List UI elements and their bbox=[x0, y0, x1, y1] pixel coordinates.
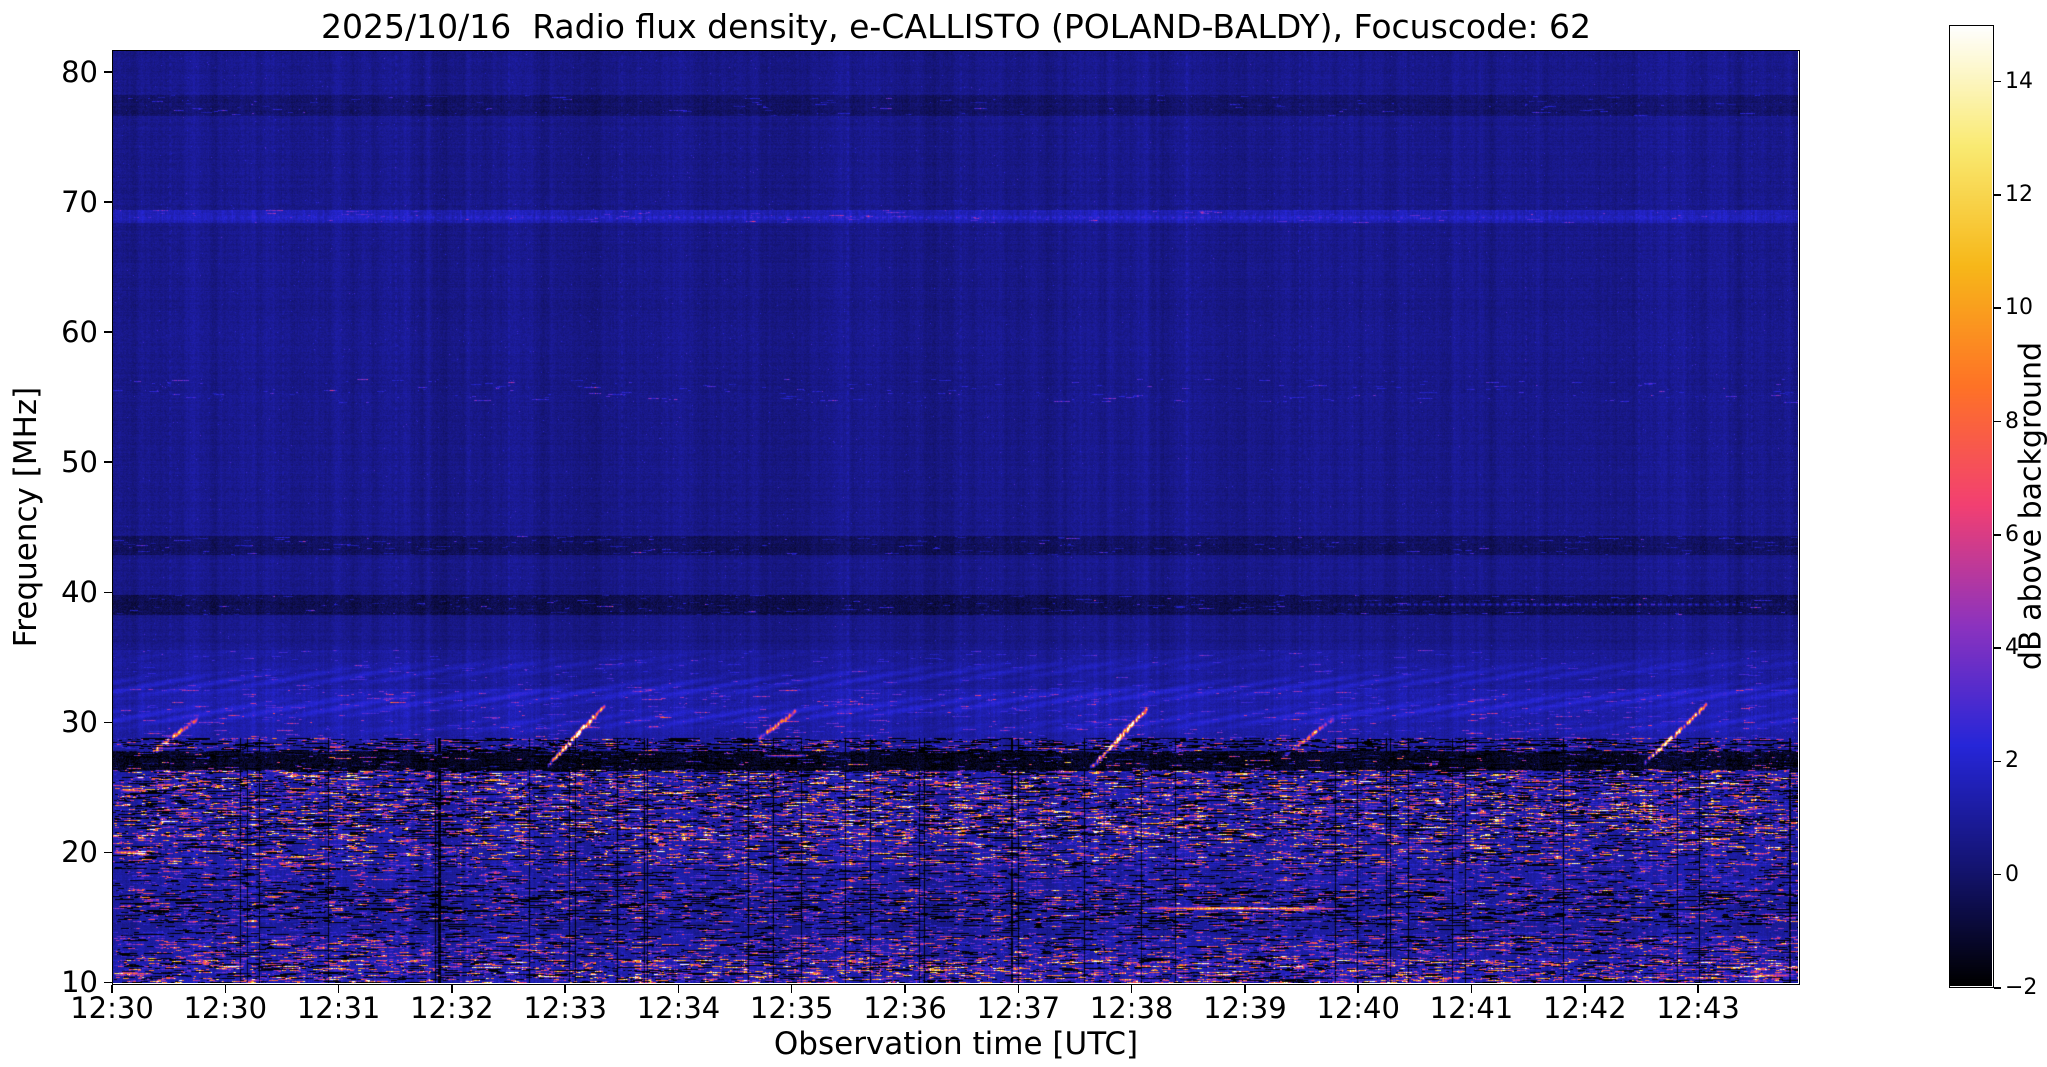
colorbar-tick-mark bbox=[1994, 760, 2001, 763]
x-tick-label: 12:36 bbox=[863, 991, 947, 1025]
colorbar-tick-label: 8 bbox=[2005, 408, 2019, 434]
x-tick-label: 12:37 bbox=[976, 991, 1061, 1025]
colorbar-tick-label: 2 bbox=[2005, 748, 2019, 774]
x-tick-mark bbox=[451, 985, 453, 993]
x-tick-label: 12:33 bbox=[523, 991, 607, 1025]
y-tick-label: 30 bbox=[61, 705, 98, 740]
x-tick-label: 12:30 bbox=[183, 991, 268, 1025]
y-tick-mark bbox=[104, 201, 112, 203]
y-tick-label: 40 bbox=[61, 575, 98, 610]
chart-title: 2025/10/16 Radio flux density, e-CALLIST… bbox=[321, 7, 1591, 46]
y-tick-mark bbox=[104, 461, 112, 463]
spectrogram-plot bbox=[112, 50, 1800, 985]
y-tick-label: 70 bbox=[61, 185, 98, 220]
x-tick-label: 12:35 bbox=[749, 991, 834, 1025]
y-tick-mark bbox=[104, 71, 112, 73]
colorbar bbox=[1949, 25, 1994, 988]
x-tick-label: 12:39 bbox=[1203, 991, 1287, 1025]
y-tick-label: 20 bbox=[61, 835, 98, 870]
colorbar-tick-mark bbox=[1994, 307, 2001, 309]
x-tick-mark bbox=[1357, 985, 1359, 993]
x-axis-label: Observation time [UTC] bbox=[773, 1026, 1139, 1062]
x-tick-mark bbox=[1584, 985, 1586, 993]
x-tick-label: 12:32 bbox=[410, 991, 494, 1025]
colorbar-tick-mark bbox=[1994, 80, 2001, 83]
colorbar-tick-mark bbox=[1994, 534, 2001, 536]
x-tick-label: 12:42 bbox=[1542, 991, 1627, 1025]
y-tick-mark bbox=[104, 331, 112, 333]
colorbar-tick-mark bbox=[1994, 987, 2001, 989]
y-tick-mark bbox=[104, 981, 112, 984]
x-tick-label: 12:43 bbox=[1656, 991, 1740, 1025]
x-tick-mark bbox=[111, 985, 113, 993]
colorbar-label: dB above background bbox=[2013, 341, 2047, 671]
y-tick-label: 10 bbox=[61, 965, 98, 1000]
x-tick-mark bbox=[1244, 985, 1246, 993]
x-tick-label: 12:40 bbox=[1316, 991, 1400, 1025]
y-tick-mark bbox=[104, 591, 112, 594]
y-tick-label: 50 bbox=[61, 445, 98, 480]
y-tick-mark bbox=[104, 851, 112, 854]
x-tick-mark bbox=[790, 985, 793, 993]
x-tick-label: 12:30 bbox=[70, 991, 154, 1025]
x-tick-label: 12:38 bbox=[1089, 991, 1174, 1025]
colorbar-tick-label: 12 bbox=[2005, 181, 2033, 207]
x-tick-mark bbox=[1017, 985, 1020, 993]
colorbar-tick-label: 0 bbox=[2005, 861, 2019, 887]
spectrogram-canvas bbox=[113, 51, 1798, 983]
x-tick-mark bbox=[904, 985, 906, 993]
x-tick-mark bbox=[677, 985, 680, 993]
colorbar-tick-label: 14 bbox=[2005, 68, 2033, 94]
colorbar-canvas bbox=[1950, 26, 1992, 986]
x-tick-mark bbox=[1130, 985, 1133, 993]
x-tick-mark bbox=[224, 985, 227, 993]
colorbar-tick-label: 6 bbox=[2005, 521, 2019, 547]
x-tick-mark bbox=[337, 985, 340, 993]
colorbar-tick-mark bbox=[1994, 647, 2001, 649]
colorbar-tick-label: 10 bbox=[2005, 295, 2033, 321]
y-tick-mark bbox=[104, 721, 112, 724]
x-tick-label: 12:31 bbox=[296, 991, 381, 1025]
colorbar-tick-label: 4 bbox=[2005, 635, 2019, 661]
y-tick-label: 60 bbox=[61, 315, 98, 350]
x-tick-label: 12:41 bbox=[1429, 991, 1514, 1025]
x-tick-mark bbox=[1470, 985, 1473, 993]
colorbar-tick-mark bbox=[1994, 873, 2001, 876]
colorbar-tick-mark bbox=[1994, 420, 2001, 423]
x-tick-mark bbox=[1697, 985, 1699, 993]
colorbar-tick-label: −2 bbox=[2005, 975, 2038, 1000]
y-tick-label: 80 bbox=[61, 55, 98, 90]
x-tick-label: 12:34 bbox=[636, 991, 721, 1025]
colorbar-tick-mark bbox=[1994, 194, 2001, 196]
x-tick-mark bbox=[564, 985, 566, 993]
